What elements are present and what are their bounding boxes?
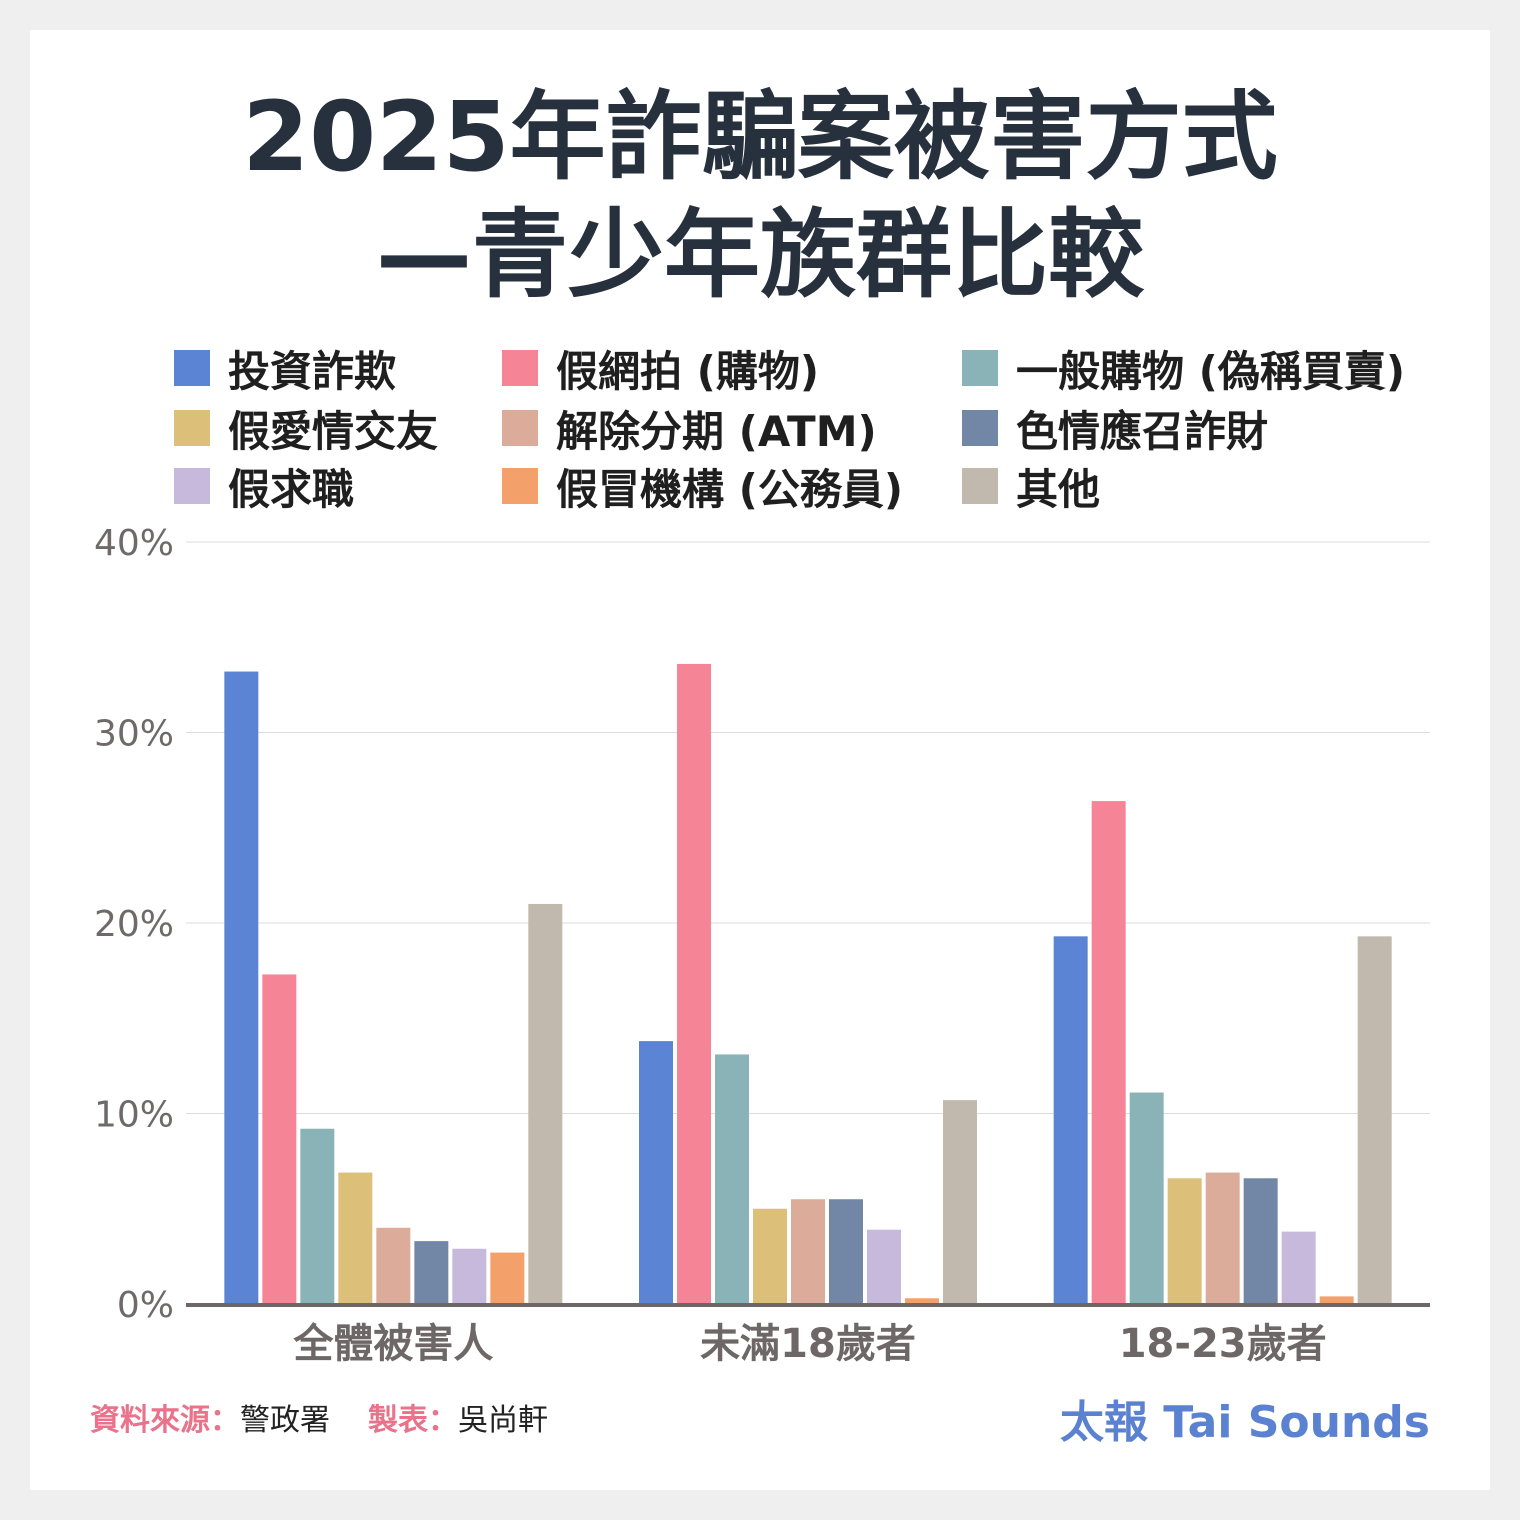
legend-swatch	[962, 410, 998, 446]
bar	[1205, 1172, 1240, 1304]
legend: 投資詐欺 假網拍 (購物) 一般購物 (偽稱買賣) 假愛情交友 解除分期 (ATM) 色情…	[174, 340, 1494, 520]
title-line-1: 2025年詐騙案被害方式	[242, 81, 1278, 193]
bar	[1091, 801, 1126, 1304]
bar	[452, 1248, 487, 1304]
y-tick-label: 10%	[94, 1095, 174, 1136]
bar	[715, 1054, 749, 1304]
x-tick-label: 全體被害人	[292, 1321, 493, 1367]
legend-item: 投資詐欺	[174, 340, 396, 396]
bar	[1281, 1231, 1316, 1304]
bar	[1319, 1296, 1354, 1304]
legend-swatch	[962, 350, 998, 386]
bar	[829, 1199, 863, 1304]
x-tick-label: 未滿18歲者	[700, 1321, 916, 1367]
source-value: 警政署	[240, 1403, 330, 1438]
bar	[905, 1298, 939, 1304]
legend-item: 解除分期 (ATM)	[502, 400, 877, 456]
legend-item: 色情應召詐財	[962, 400, 1268, 456]
y-tick-label: 20%	[94, 904, 174, 945]
legend-swatch	[502, 468, 538, 504]
legend-swatch	[962, 468, 998, 504]
legend-label: 解除分期 (ATM)	[556, 406, 877, 456]
y-tick-label: 30%	[94, 714, 174, 755]
bar	[1357, 936, 1392, 1304]
bar	[376, 1227, 411, 1304]
bar	[1243, 1178, 1278, 1304]
chart-title: 2025年詐騙案被害方式 —青少年族群比較	[0, 78, 1520, 314]
bar	[490, 1252, 525, 1304]
title-line-2: —青少年族群比較	[376, 199, 1144, 311]
bar	[414, 1241, 449, 1304]
bar	[224, 671, 259, 1304]
x-tick-label: 18-23歲者	[1119, 1321, 1327, 1367]
y-tick-label: 40%	[94, 523, 174, 564]
bar	[300, 1128, 335, 1304]
legend-swatch	[174, 410, 210, 446]
bar	[753, 1208, 787, 1304]
author-value: 吳尚軒	[458, 1403, 548, 1438]
y-tick-label: 0%	[117, 1285, 174, 1326]
bar	[528, 903, 563, 1304]
bar	[1129, 1092, 1164, 1304]
source-label: 資料來源：	[90, 1403, 240, 1438]
bar	[1053, 936, 1088, 1304]
bar	[1167, 1178, 1202, 1304]
legend-label: 假愛情交友	[228, 406, 439, 456]
legend-item: 假愛情交友	[174, 400, 438, 456]
legend-swatch	[502, 350, 538, 386]
legend-swatch	[502, 410, 538, 446]
legend-label: 其他	[1016, 464, 1101, 514]
legend-label: 一般購物 (偽稱買賣)	[1016, 346, 1406, 396]
legend-item: 一般購物 (偽稱買賣)	[962, 340, 1405, 396]
legend-label: 假求職	[228, 464, 355, 514]
author-label: 製表：	[368, 1403, 458, 1438]
bar	[677, 663, 711, 1304]
bar	[639, 1041, 673, 1304]
bar	[338, 1172, 373, 1304]
legend-swatch	[174, 468, 210, 504]
legend-label: 假網拍 (購物)	[556, 346, 820, 396]
legend-label: 假冒機構 (公務員)	[556, 464, 904, 514]
legend-item: 假網拍 (購物)	[502, 340, 819, 396]
legend-item: 假求職	[174, 458, 354, 514]
legend-label: 色情應召詐財	[1016, 406, 1269, 456]
footer-credits: 資料來源：警政署 製表：吳尚軒	[90, 1395, 548, 1439]
bar	[262, 974, 297, 1304]
brand-logo-text: 太報 Tai Sounds	[1059, 1397, 1430, 1448]
bar	[791, 1199, 825, 1304]
legend-item: 假冒機構 (公務員)	[502, 458, 903, 514]
legend-item: 其他	[962, 458, 1100, 514]
legend-label: 投資詐欺	[228, 346, 397, 396]
bar	[867, 1229, 901, 1304]
bar	[943, 1100, 977, 1304]
legend-swatch	[174, 350, 210, 386]
